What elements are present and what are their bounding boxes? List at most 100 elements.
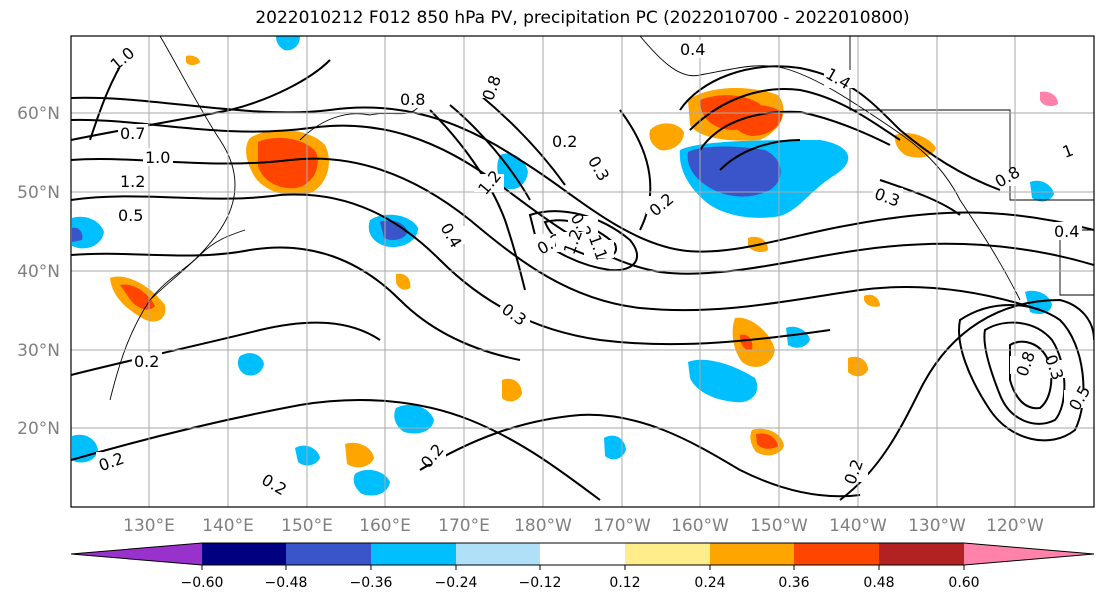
precip-blob (786, 326, 810, 348)
pv-label-bg (476, 80, 506, 98)
precip-blob (258, 137, 318, 189)
precip-blob (396, 273, 411, 290)
pv-contour-line (449, 104, 531, 201)
pv-label-bg (500, 306, 530, 324)
pv-label-bg (556, 232, 586, 250)
pv-label-bg (118, 172, 148, 190)
pv-contour-line (71, 157, 1041, 312)
pv-label-bg (646, 196, 676, 214)
pv-contour-line (71, 59, 331, 141)
lat-label: 30°N (17, 341, 60, 361)
pv-contour-line (429, 109, 526, 291)
pv-label-bg (143, 148, 173, 166)
coastline (109, 36, 236, 401)
precipitation-shading (72, 36, 1058, 496)
pv-label-bg (1064, 390, 1094, 408)
pv-contours (71, 49, 1094, 501)
pv-contour-line (958, 304, 1085, 442)
pv-contour-label: 0.5 (118, 206, 143, 225)
pv-label-bg (132, 352, 162, 370)
pv-label-bg (838, 464, 868, 482)
colorbar-segment (879, 543, 964, 565)
precip-blob (864, 294, 880, 307)
pv-contour-label: 1.4 (822, 64, 854, 93)
colorbar-segment (710, 543, 794, 565)
pv-contour-label: 0.8 (400, 90, 425, 109)
pv-label-bg (438, 226, 468, 244)
pv-label-bg (678, 40, 708, 58)
lon-label: 140°W (829, 516, 887, 536)
lon-label: 170°E (438, 516, 490, 536)
pv-contour-labels: 1.0 0.7 1.0 1.2 0.5 0.8 0.8 0.4 0.2 0.3 … (96, 40, 1094, 499)
pv-label-bg (108, 50, 138, 68)
pv-contour-label: 0.4 (436, 220, 465, 252)
pv-contour-label: 0.3 (584, 153, 613, 185)
precip-blob (72, 227, 83, 242)
pv-contour-label: 1.2 (120, 172, 145, 191)
pv-contour-line (699, 110, 891, 151)
pv-contour-line (71, 96, 1094, 253)
colorbar-label: 0.48 (863, 575, 894, 591)
pv-contour-line (719, 139, 801, 171)
latitude-labels: 60°N 50°N 40°N 30°N 20°N (17, 104, 60, 439)
precip-blob (604, 435, 626, 460)
colorbar-label: 0.60 (948, 575, 979, 591)
colorbar-segment (456, 543, 540, 565)
coastline (1059, 229, 1094, 296)
pv-contour-line (71, 118, 1094, 275)
colorbar-segment (625, 543, 710, 565)
coastlines (109, 36, 1094, 401)
precip-blob (276, 36, 300, 51)
pv-contour-line (619, 109, 652, 231)
pv-contour-line (689, 88, 901, 141)
pv-contour-line (71, 246, 521, 361)
lat-label: 60°N (17, 104, 60, 124)
pv-contour-line (419, 413, 861, 498)
pv-label-bg (550, 132, 580, 150)
pv-contour-line (879, 179, 961, 216)
pv-label-bg (96, 452, 126, 470)
lat-label: 50°N (17, 183, 60, 203)
coastline (149, 229, 246, 301)
colorbar-label: −0.36 (350, 575, 393, 591)
precip-blob (120, 284, 155, 310)
pv-contour-line (71, 321, 381, 376)
lat-label: 40°N (17, 262, 60, 282)
lon-label: 130°W (908, 516, 966, 536)
lon-label: 150°W (750, 516, 808, 536)
pv-label-bg (1052, 222, 1082, 240)
pv-contour-label: 0.8 (1012, 349, 1039, 379)
pv-label-bg (992, 168, 1022, 186)
pv-contour-label: 0.5 (1065, 382, 1094, 414)
pv-contour-line (839, 298, 1094, 501)
precip-blob (756, 433, 778, 449)
gridlines (71, 36, 1094, 507)
pv-label-bg (824, 70, 854, 88)
colorbar-label: −0.12 (519, 575, 562, 591)
precip-blob (1030, 180, 1054, 202)
lon-label: 140°E (202, 516, 254, 536)
precip-blob (688, 359, 758, 403)
pv-label-bg (116, 206, 146, 224)
precip-blob (732, 317, 775, 367)
colorbar-segment (540, 543, 625, 565)
precip-blob (687, 146, 781, 197)
colorbar: −0.60 −0.48 −0.36 −0.24 −0.12 0.12 0.24 … (70, 542, 1095, 591)
pv-label-bg (416, 446, 446, 464)
precip-blob (72, 216, 104, 249)
pv-contour-label: 0.2 (417, 440, 448, 472)
pv-label-bg (260, 476, 290, 494)
colorbar-label: 0.12 (609, 575, 640, 591)
colorbar-label: −0.48 (265, 575, 308, 591)
pv-label-bg (568, 216, 598, 234)
lon-label: 120°W (986, 516, 1044, 536)
pv-contour-label: 1.0 (145, 148, 170, 167)
colorbar-segment (202, 543, 286, 565)
lon-label: 160°W (671, 516, 729, 536)
precip-blob (353, 469, 390, 496)
precip-blob (649, 123, 684, 151)
colorbar-segment (371, 543, 456, 565)
pv-label-bg (873, 188, 903, 206)
colorbar-segment (794, 543, 879, 565)
